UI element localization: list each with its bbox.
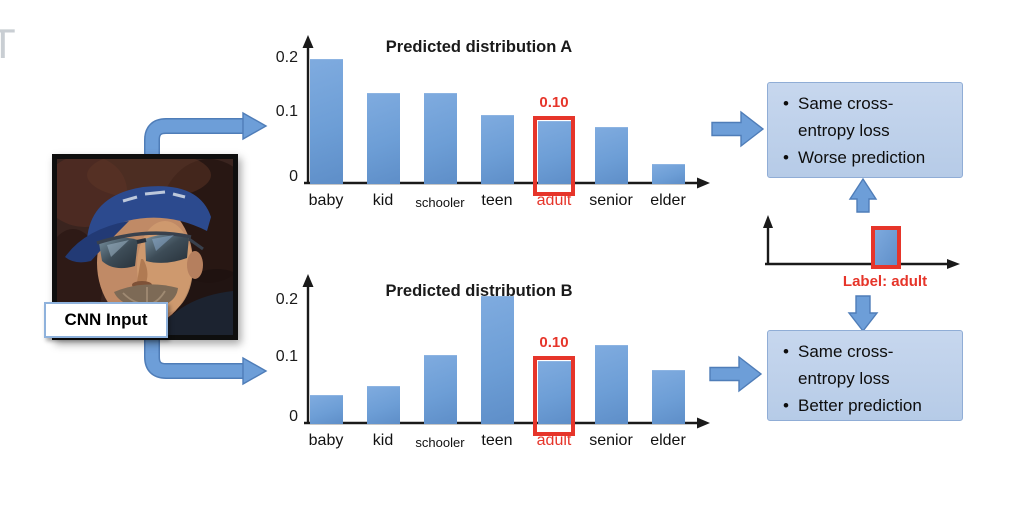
y-tick-label: 0.1 xyxy=(275,103,298,120)
bar-elder xyxy=(651,370,685,424)
category-label-kid: kid xyxy=(372,432,394,449)
bar-adult xyxy=(537,361,571,424)
category-label-teen: teen xyxy=(481,432,513,449)
category-label-baby: baby xyxy=(308,192,344,209)
category-label-baby: baby xyxy=(308,432,344,449)
y-tick-label: 0.2 xyxy=(275,291,298,308)
arrow-chart-a-to-box xyxy=(711,110,765,148)
bar-schooler xyxy=(423,355,457,424)
bar-elder xyxy=(651,164,685,184)
category-label-elder: elder xyxy=(650,192,686,209)
bullet-same-loss: Same cross-entropy loss xyxy=(781,338,950,392)
category-label-teen: teen xyxy=(481,192,513,209)
category-label-adult: adult xyxy=(536,432,572,449)
category-label-senior: senior xyxy=(589,192,633,209)
bar-senior xyxy=(594,127,628,184)
bullet-better-prediction: Better prediction xyxy=(781,392,950,419)
bar-kid xyxy=(366,386,400,424)
chart-title: Predicted distribution B xyxy=(385,282,573,300)
sunglasses xyxy=(96,231,204,269)
bullet-same-loss: Same cross-entropy loss xyxy=(781,90,950,144)
y-tick-label: 0 xyxy=(289,408,298,425)
arrow-input-to-chart-a xyxy=(144,111,268,168)
highlight-value-label: 0.10 xyxy=(539,94,569,111)
category-label-schooler: schooler xyxy=(415,435,465,450)
bar-kid xyxy=(366,93,400,184)
arrow-label-to-worse-box xyxy=(848,177,878,213)
arrow-chart-b-to-box xyxy=(709,355,763,393)
y-tick-label: 0.2 xyxy=(275,49,298,66)
arrow-input-to-chart-b xyxy=(144,326,268,386)
cropped-letter-fragment: T xyxy=(0,20,16,67)
category-label-adult: adult xyxy=(536,192,572,209)
highlight-value-label: 0.10 xyxy=(539,334,569,351)
highlight-outline xyxy=(533,116,575,196)
arrow-label-to-better-box xyxy=(847,295,879,333)
category-label-schooler: schooler xyxy=(415,195,465,210)
category-label-kid: kid xyxy=(372,192,394,209)
ground-truth-label: Label: adult xyxy=(842,273,928,290)
bar-teen xyxy=(480,296,514,424)
better-prediction-box: Same cross-entropy loss Better predictio… xyxy=(767,330,963,421)
y-tick-label: 0.1 xyxy=(275,348,298,365)
bar-teen xyxy=(480,115,514,184)
category-label-senior: senior xyxy=(589,432,633,449)
bar-adult xyxy=(537,121,571,184)
ear xyxy=(187,251,203,279)
bar-schooler xyxy=(423,93,457,184)
worse-prediction-box: Same cross-entropy loss Worse prediction xyxy=(767,82,963,178)
bar-senior xyxy=(594,345,628,424)
nose xyxy=(137,259,148,285)
cnn-input-label: CNN Input xyxy=(44,302,168,338)
y-tick-label: 0 xyxy=(289,168,298,185)
highlight-outline xyxy=(533,356,575,436)
bar-baby xyxy=(309,395,343,424)
bullet-worse-prediction: Worse prediction xyxy=(781,144,950,171)
bar-baby xyxy=(309,59,343,184)
label-chart-adult-bar xyxy=(871,226,901,269)
chart-title: Predicted distribution A xyxy=(385,38,573,56)
label-chart-axes xyxy=(763,215,960,269)
category-label-elder: elder xyxy=(650,432,686,449)
